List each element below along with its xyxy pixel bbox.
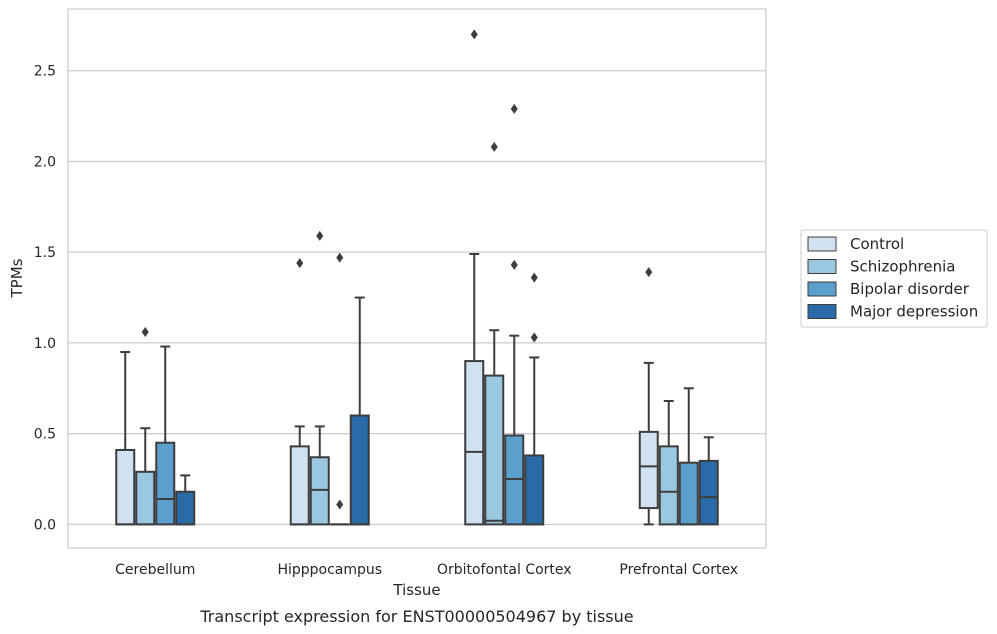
box-major-depression: [175, 474, 196, 526]
y-tick-label: 2.0: [34, 154, 56, 170]
x-tick-label: Hipppocampus: [277, 562, 382, 578]
outlier-point: [316, 230, 324, 241]
legend-frame: [800, 229, 988, 328]
box-body: [155, 441, 176, 526]
box-body: [658, 445, 679, 526]
box-schizophrenia: [484, 141, 505, 526]
legend-swatch: [807, 304, 837, 319]
y-axis-ticks: 0.0 0.5 1.0 1.5 2.0 2.5: [34, 64, 56, 534]
box-body: [115, 449, 136, 526]
box-major-depression: [698, 436, 719, 526]
y-tick-label: 2.5: [34, 64, 56, 80]
legend-label: Control: [850, 235, 904, 253]
box-body: [175, 490, 196, 526]
box-body: [135, 470, 156, 526]
y-tick-label: 0.5: [34, 427, 56, 443]
box-bipolar-disorder: [329, 252, 350, 526]
x-tick-label: Orbitofontal Cortex: [437, 562, 572, 578]
y-tick-label: 0.0: [34, 517, 56, 533]
y-tick-label: 1.5: [34, 245, 56, 261]
legend-label: Major depression: [850, 303, 978, 321]
box-major-depression: [524, 272, 545, 526]
x-tick-label: Prefrontal Cortex: [619, 562, 738, 578]
chart-caption: Transcript expression for ENST0000050496…: [199, 607, 633, 626]
outlier-point: [296, 258, 304, 269]
box-body: [698, 459, 719, 526]
box-control: [638, 267, 659, 526]
legend-swatch: [807, 281, 837, 297]
outlier-point: [336, 499, 344, 510]
plot-area-frame: [67, 8, 767, 549]
box-schizophrenia: [658, 400, 679, 526]
outlier-point: [336, 252, 344, 263]
box-control: [289, 258, 310, 526]
legend: Control Schizophrenia Bipolar disorder Majo…: [800, 229, 988, 328]
y-tick-label: 1.0: [34, 336, 56, 352]
legend-swatch: [807, 236, 837, 252]
box-body: [289, 445, 310, 526]
outlier-point: [470, 29, 478, 40]
outlier-point: [530, 272, 538, 283]
box-bipolar-disorder: [155, 345, 176, 526]
legend-label: Schizophrenia: [850, 258, 955, 276]
x-axis-ticks: Cerebellum Hipppocampus Orbitofontal Corte…: [115, 562, 738, 578]
box-body: [464, 360, 485, 526]
x-axis-label: Tissue: [392, 581, 440, 599]
x-tick-label: Cerebellum: [115, 562, 195, 578]
outlier-point: [510, 259, 518, 270]
y-axis-label: TPMs: [8, 258, 26, 298]
outlier-point: [141, 327, 149, 338]
box-major-depression: [349, 296, 370, 526]
box-body: [638, 430, 659, 510]
outlier-point: [510, 103, 518, 114]
box-body: [678, 461, 699, 526]
legend-label: Bipolar disorder: [850, 280, 970, 298]
legend-swatch: [807, 259, 837, 274]
outlier-point: [645, 267, 653, 278]
box-bipolar-disorder: [678, 387, 699, 526]
box-body: [349, 414, 370, 526]
box-body: [484, 374, 505, 526]
box-schizophrenia: [135, 327, 156, 526]
box-body: [524, 454, 545, 526]
outlier-point: [530, 332, 538, 343]
box-schizophrenia: [309, 230, 330, 526]
box-groups: [115, 29, 719, 526]
box-control: [115, 351, 136, 526]
outlier-point: [490, 141, 498, 152]
box-control: [464, 29, 485, 526]
box-bipolar-disorder: [504, 103, 525, 526]
